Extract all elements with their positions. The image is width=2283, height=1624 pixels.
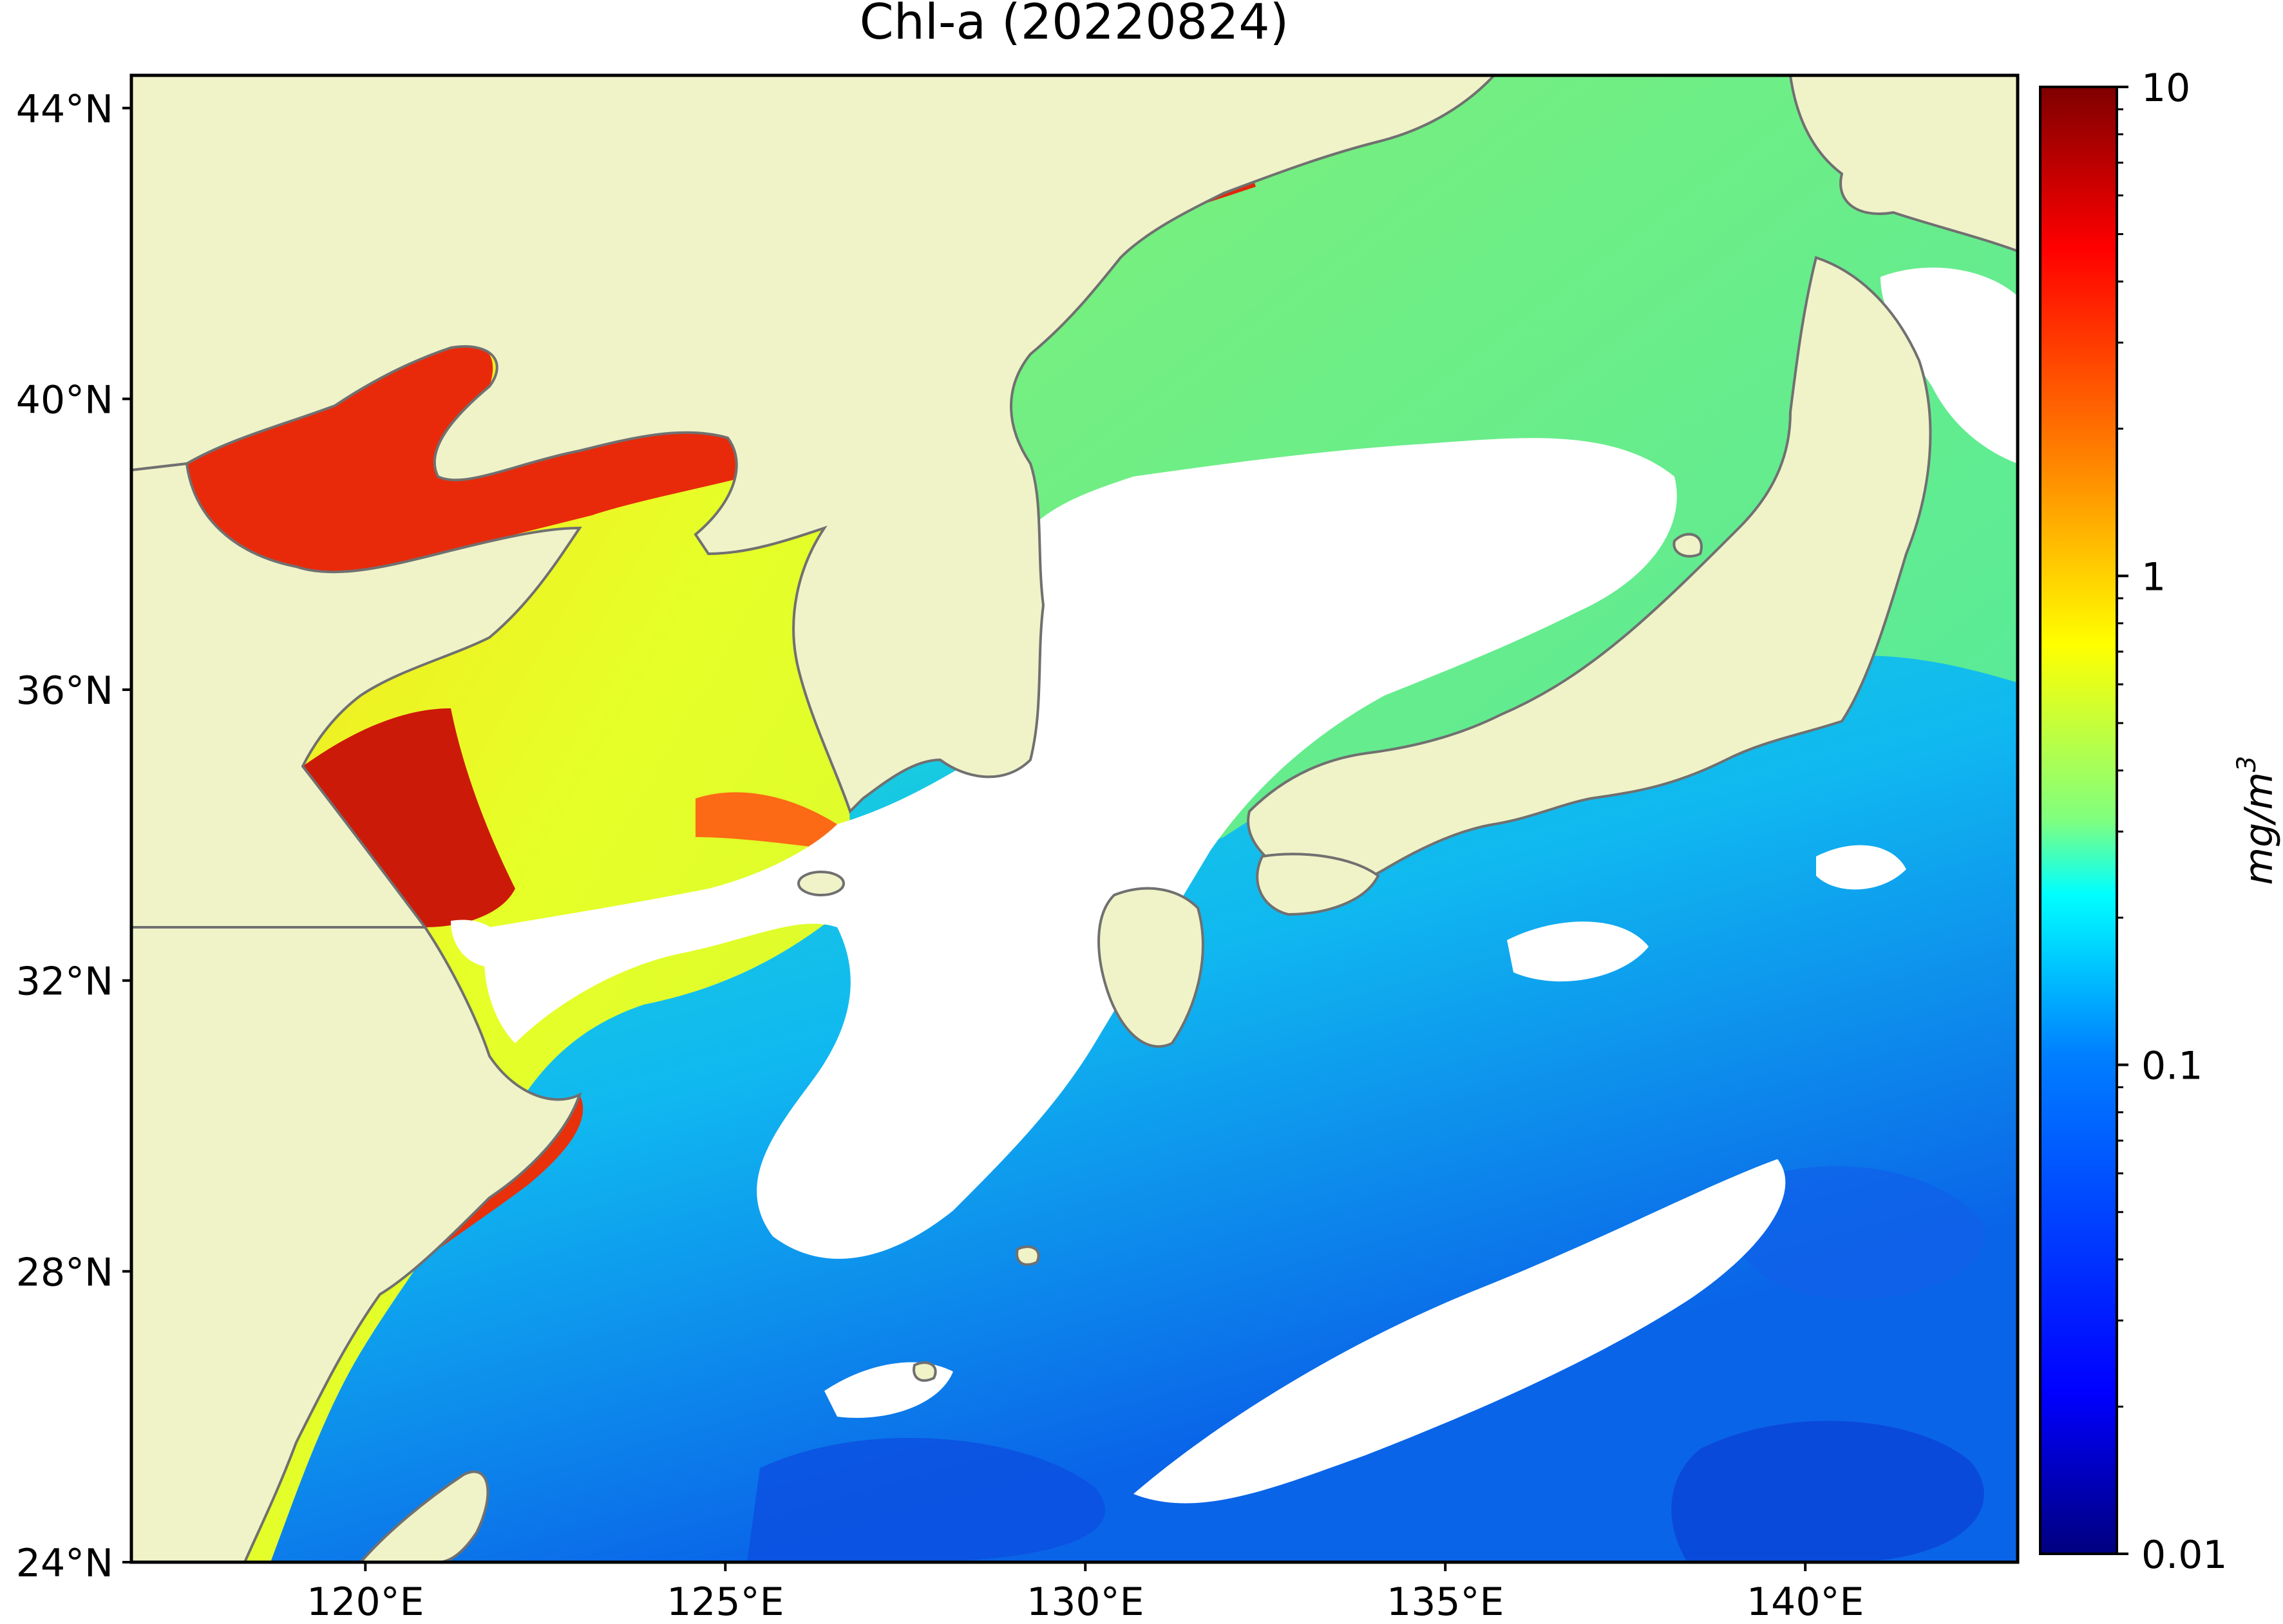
longitude-axis: 120°E 125°E 130°E 135°E 140°E bbox=[307, 1562, 1864, 1624]
lat-tick-label: 44°N bbox=[16, 87, 113, 132]
lon-tick-label: 120°E bbox=[307, 1580, 424, 1624]
china-coast-south bbox=[131, 926, 582, 1562]
colorbar-tick-label: 0.1 bbox=[2141, 1044, 2202, 1089]
low-chl-patch bbox=[1671, 1421, 1984, 1562]
lat-tick-label: 40°N bbox=[16, 377, 113, 422]
colorbar-gradient bbox=[2039, 86, 2118, 1555]
colorbar-tick-label: 0.01 bbox=[2141, 1533, 2228, 1578]
mainland-north bbox=[131, 75, 1496, 814]
colorbar-label-exponent: 3 bbox=[2232, 756, 2262, 772]
no-data-cloud bbox=[1816, 845, 1906, 890]
ryukyu-island bbox=[913, 1361, 937, 1382]
colorbar: 0.01 0.1 1 10 mg/m3 bbox=[2039, 66, 2282, 1578]
lat-tick-label: 32°N bbox=[16, 959, 113, 1005]
low-chl-patch bbox=[747, 1437, 1106, 1562]
hokkaido bbox=[1788, 75, 2018, 253]
no-data-cloud bbox=[451, 920, 506, 967]
lon-tick-label: 125°E bbox=[667, 1580, 784, 1624]
lon-tick-label: 130°E bbox=[1027, 1580, 1144, 1624]
map-frame bbox=[129, 73, 2020, 1564]
land bbox=[131, 75, 2018, 1562]
lon-tick-label: 135°E bbox=[1387, 1580, 1504, 1624]
no-data-cloud bbox=[1880, 267, 2018, 464]
shandong-peninsula bbox=[131, 462, 582, 929]
lon-tick-label: 140°E bbox=[1747, 1580, 1864, 1624]
no-data-cloud bbox=[1133, 1159, 1786, 1504]
high-chl-band bbox=[187, 343, 747, 572]
map-title: Chl-a (20220824) bbox=[860, 0, 1289, 50]
sado-island bbox=[1672, 533, 1703, 558]
colorbar-label: mg/m3 bbox=[2232, 756, 2282, 885]
colorbar-tick-label: 1 bbox=[2141, 554, 2166, 600]
no-data-cloud bbox=[1507, 921, 1649, 982]
high-chl-band bbox=[696, 792, 837, 850]
shikoku bbox=[1256, 853, 1380, 916]
low-chl-patch bbox=[1729, 1166, 1985, 1299]
high-chl-band bbox=[303, 708, 515, 927]
kyushu bbox=[1097, 887, 1204, 1048]
colorbar-tick-label: 10 bbox=[2141, 66, 2190, 111]
latitude-axis: 24°N 28°N 32°N 36°N 40°N 44°N bbox=[16, 87, 131, 1586]
lat-tick-label: 24°N bbox=[16, 1541, 113, 1586]
map-panel bbox=[131, 75, 2018, 1562]
no-data-cloud bbox=[484, 438, 1677, 1259]
lat-tick-label: 36°N bbox=[16, 668, 113, 713]
ryukyu-island bbox=[1016, 1245, 1040, 1266]
taiwan bbox=[359, 1470, 489, 1562]
jeju-island bbox=[797, 871, 845, 896]
colorbar-ticks: 0.01 0.1 1 10 bbox=[2117, 66, 2228, 1578]
lat-tick-label: 28°N bbox=[16, 1250, 113, 1295]
